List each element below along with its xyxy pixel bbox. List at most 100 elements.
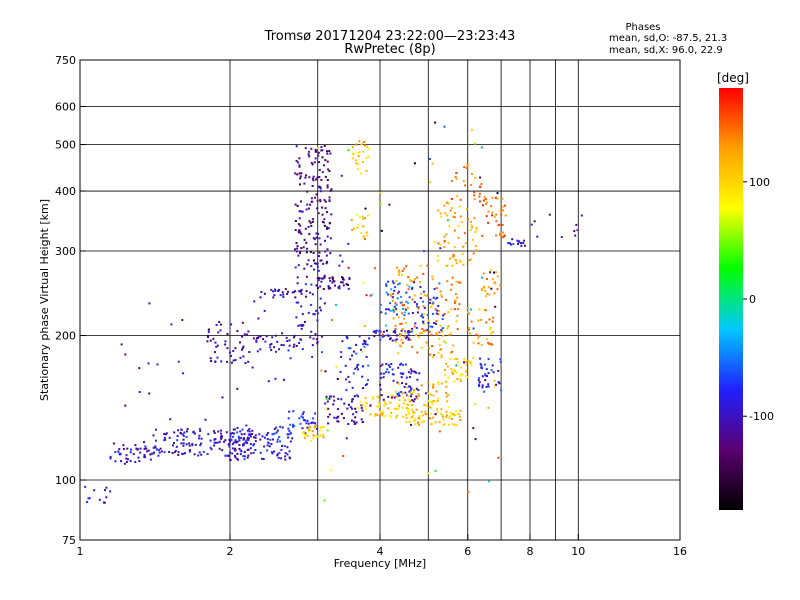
data-point <box>451 350 454 353</box>
data-point <box>457 308 460 311</box>
data-point <box>366 234 369 237</box>
data-point <box>382 398 385 401</box>
data-point <box>288 339 291 342</box>
data-point <box>389 309 392 312</box>
data-point <box>374 414 377 417</box>
data-point <box>388 308 390 311</box>
data-point <box>442 334 445 337</box>
data-point <box>409 329 412 332</box>
chart-title: Tromsø 20171204 23:22:00—23:23:43 <box>264 29 516 44</box>
data-point <box>300 200 302 203</box>
data-point <box>391 280 394 283</box>
data-point <box>385 291 388 294</box>
data-point <box>479 363 482 366</box>
data-point <box>328 277 331 280</box>
data-point <box>252 451 255 454</box>
data-point <box>351 354 353 357</box>
data-point <box>452 344 455 347</box>
data-point <box>309 251 312 253</box>
data-point <box>346 407 349 410</box>
data-point <box>220 323 222 326</box>
data-point <box>280 344 283 346</box>
data-point <box>192 430 195 433</box>
data-point <box>406 409 409 412</box>
data-point <box>366 145 369 148</box>
data-point <box>354 367 357 370</box>
data-point <box>438 344 441 347</box>
data-point <box>236 387 239 390</box>
data-point <box>278 348 280 351</box>
data-point <box>473 217 476 220</box>
data-point <box>396 392 399 395</box>
data-point <box>149 453 152 456</box>
data-point <box>287 349 290 352</box>
data-point <box>138 367 141 370</box>
data-point <box>313 161 316 164</box>
data-point <box>470 258 473 261</box>
data-point <box>143 454 146 456</box>
data-point <box>98 498 101 501</box>
data-point <box>227 454 230 457</box>
data-point <box>479 200 481 203</box>
data-point <box>351 157 354 160</box>
data-point <box>468 259 471 262</box>
data-point <box>454 258 457 261</box>
data-point <box>360 418 363 421</box>
data-point <box>329 395 331 398</box>
data-point <box>462 245 465 248</box>
data-point <box>243 433 246 435</box>
data-point <box>137 456 140 459</box>
data-point <box>481 375 484 378</box>
data-point <box>380 372 383 375</box>
data-point <box>455 424 458 426</box>
data-point <box>389 293 392 296</box>
data-point <box>448 414 451 417</box>
data-point <box>248 351 251 353</box>
data-point <box>232 359 235 362</box>
data-point <box>247 437 250 440</box>
data-point <box>299 175 302 178</box>
data-point <box>451 276 454 279</box>
data-point <box>275 431 278 434</box>
data-point <box>265 434 268 436</box>
data-point <box>401 392 404 395</box>
data-point <box>246 333 249 336</box>
data-point <box>457 236 460 239</box>
data-point <box>395 307 398 310</box>
data-point <box>240 436 243 439</box>
data-point <box>548 213 551 216</box>
data-point <box>434 297 437 300</box>
data-point <box>407 411 410 414</box>
data-point <box>489 326 492 329</box>
data-point <box>485 215 488 218</box>
data-point <box>323 499 326 502</box>
data-point <box>278 436 281 439</box>
data-point <box>348 278 351 280</box>
data-point <box>468 312 471 315</box>
data-point <box>495 234 497 237</box>
data-point <box>326 160 329 163</box>
data-point <box>194 443 197 446</box>
data-point <box>220 429 223 432</box>
data-point <box>465 360 468 363</box>
data-point <box>371 396 374 399</box>
data-point <box>487 385 490 388</box>
data-point <box>404 363 407 366</box>
data-point <box>497 456 500 459</box>
data-point <box>396 266 399 269</box>
data-point <box>310 439 312 442</box>
data-point <box>422 322 425 325</box>
data-point <box>358 140 361 143</box>
data-point <box>402 415 405 418</box>
data-point <box>449 358 452 361</box>
data-point <box>436 296 439 299</box>
data-point <box>442 340 445 343</box>
data-point <box>464 242 467 245</box>
data-point <box>312 218 315 221</box>
data-point <box>386 334 389 337</box>
data-point <box>358 216 361 219</box>
data-point <box>367 214 370 217</box>
data-point <box>429 325 432 328</box>
data-point <box>244 362 247 364</box>
